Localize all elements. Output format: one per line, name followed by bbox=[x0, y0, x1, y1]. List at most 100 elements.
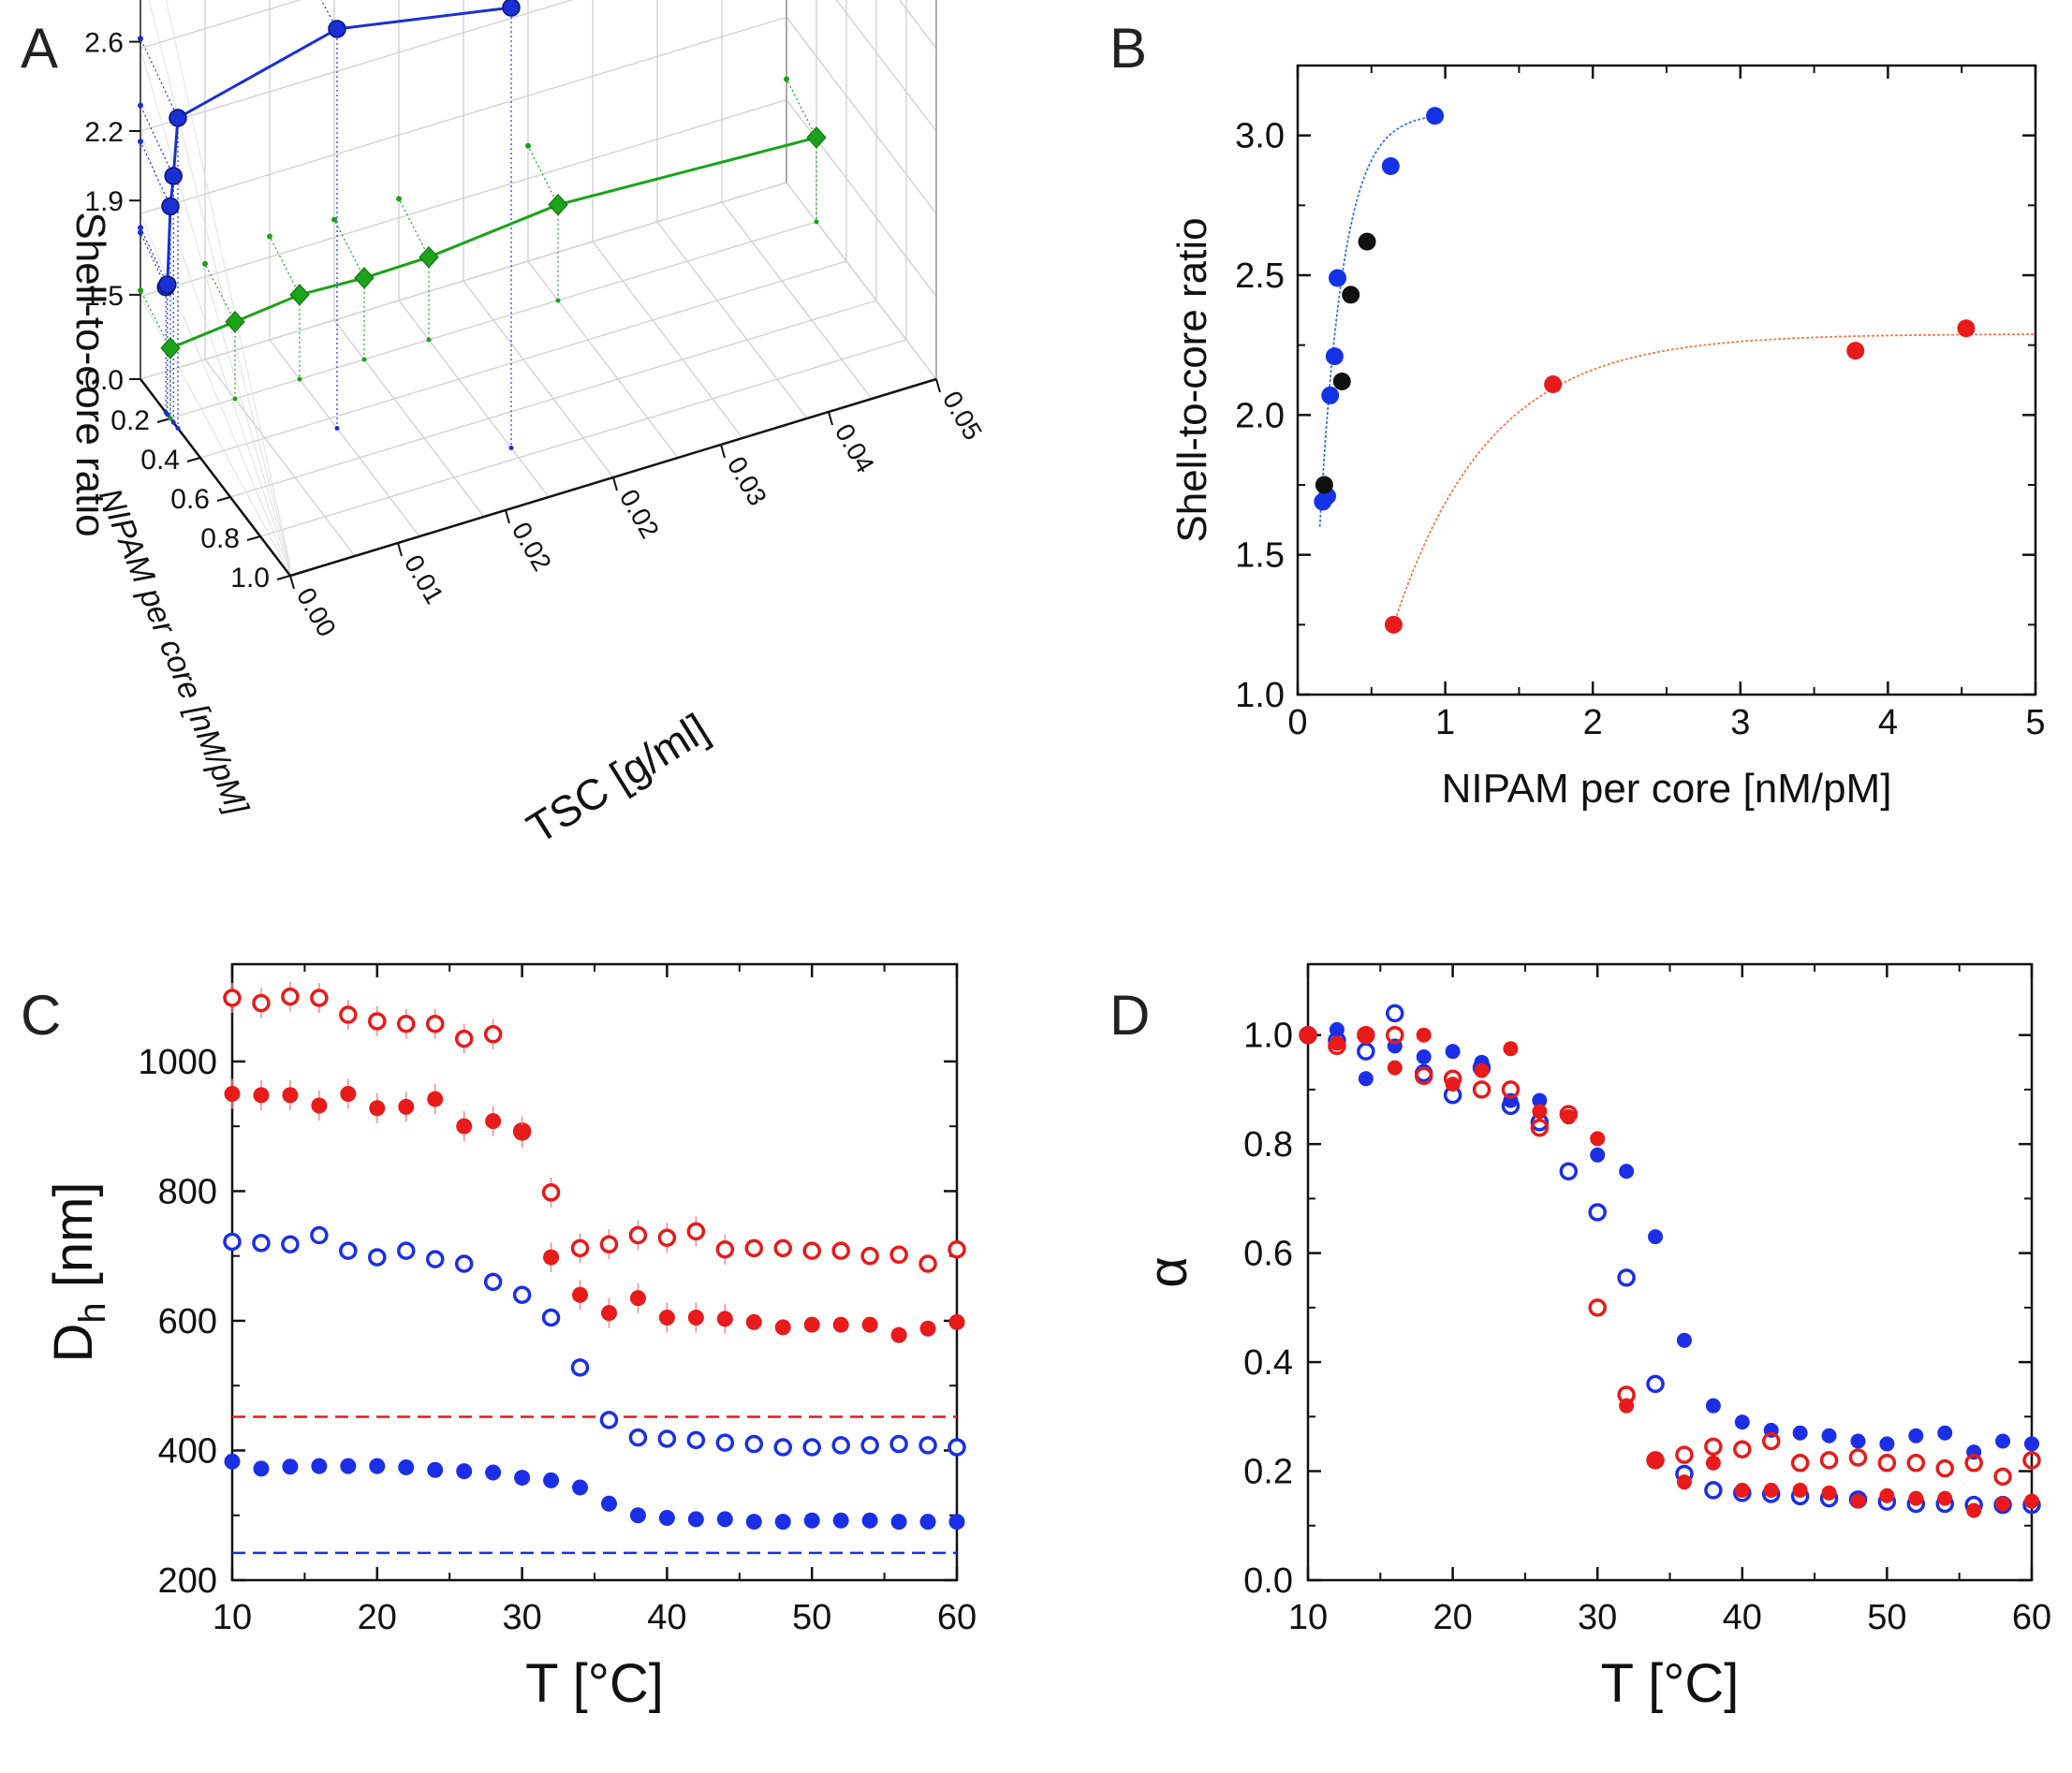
x-tick-label: 10 bbox=[213, 1598, 252, 1637]
panel-d-data bbox=[1299, 1004, 2041, 1518]
projection-wall-line bbox=[398, 198, 430, 257]
wall-projection-point bbox=[138, 36, 143, 42]
data-point-red-filled bbox=[1301, 1027, 1315, 1043]
wall-projection-point bbox=[784, 76, 789, 82]
data-point-red-filled bbox=[1648, 1452, 1664, 1468]
wall-projection-point bbox=[525, 142, 531, 149]
data-point-blue-filled bbox=[1445, 1044, 1461, 1060]
floor-projection-point bbox=[508, 446, 514, 450]
projection-wall-line bbox=[204, 263, 236, 322]
data-point-red-open bbox=[860, 1246, 879, 1266]
data-point-blue bbox=[164, 167, 183, 185]
panel-b-chart: 0 1 2 3 4 5 1.0 1.5 2.0 2.5 3.0 NIPAM per core [nM… bbox=[1169, 64, 2046, 812]
x-tick bbox=[612, 476, 618, 491]
data-point-red-open bbox=[1559, 1105, 1579, 1123]
data-point-blue-filled bbox=[1532, 1092, 1548, 1108]
data-point-red-filled bbox=[1676, 1474, 1692, 1490]
projection-wall-line bbox=[320, 0, 338, 30]
data-point-red-open bbox=[310, 989, 329, 1007]
data-point-blue-filled bbox=[1705, 1398, 1721, 1414]
x-tick-label: 0 bbox=[1287, 703, 1307, 742]
data-point-blue-filled bbox=[1937, 1425, 1953, 1441]
data-point-green bbox=[354, 267, 375, 289]
data-point-blue-open bbox=[686, 1430, 706, 1450]
data-point-red-open bbox=[454, 1029, 474, 1048]
data-point-blue-open bbox=[1617, 1268, 1636, 1287]
x-tick-label: 0.04 bbox=[830, 419, 880, 478]
data-point-blue-filled bbox=[919, 1514, 936, 1531]
z-tick-label: 0.0 bbox=[84, 365, 124, 396]
data-point-blue-filled bbox=[398, 1458, 415, 1475]
floor-projection-point bbox=[426, 337, 432, 343]
data-point-blue-filled bbox=[427, 1461, 444, 1478]
panel-c-ylabel-sub: h bbox=[72, 1302, 113, 1323]
y-tick-label: 200 bbox=[158, 1561, 217, 1601]
data-point-red-open bbox=[918, 1254, 937, 1273]
back-wall-grid-line bbox=[140, 16, 787, 215]
wall-projection-point bbox=[138, 229, 143, 236]
y-tick-label: 2.0 bbox=[1235, 396, 1285, 435]
data-point-red-filled bbox=[1966, 1502, 1982, 1518]
data-point-red-open bbox=[483, 1025, 503, 1044]
left-wall-grid-line bbox=[165, 0, 291, 566]
data-point-red-filled bbox=[716, 1311, 733, 1327]
floor-grid-line bbox=[199, 260, 847, 459]
data-point-red-open bbox=[1819, 1451, 1839, 1470]
data-point-red-open bbox=[223, 989, 242, 1007]
data-point-red-open bbox=[628, 1225, 648, 1245]
panel-c-ticks: 10 20 30 40 50 60 200 400 600 800 1000 bbox=[138, 964, 977, 1637]
data-point-blue-filled bbox=[1879, 1436, 1895, 1452]
data-point-blue-filled bbox=[543, 1472, 560, 1488]
projection-wall-line bbox=[786, 79, 817, 139]
data-point-red-open bbox=[2022, 1451, 2041, 1470]
y-tick-label: 1.0 bbox=[1243, 1017, 1293, 1056]
y-tick bbox=[216, 496, 231, 502]
panel-b-xlabel: NIPAM per core [nM/pM] bbox=[1442, 766, 1892, 812]
data-point-red-filled bbox=[687, 1309, 704, 1326]
x-tick bbox=[828, 411, 833, 426]
panel-b-frame bbox=[1296, 64, 2037, 696]
floor-grid-line bbox=[656, 221, 808, 419]
data-point-red-filled bbox=[658, 1309, 675, 1326]
data-point-green bbox=[419, 245, 439, 269]
y-tick-label: 1.5 bbox=[1235, 536, 1285, 576]
data-point-red-open bbox=[397, 1014, 416, 1033]
data-point-blue-open bbox=[628, 1428, 648, 1447]
data-point-green bbox=[806, 126, 827, 149]
data-point-red-filled bbox=[340, 1086, 357, 1103]
data-point-red-filled bbox=[774, 1319, 791, 1336]
panel-a-zlabel: Shell-to-core ratio bbox=[67, 212, 113, 536]
data-point-red-filled bbox=[1734, 1482, 1750, 1498]
data-point-blue-filled bbox=[716, 1511, 733, 1528]
floor-grid-line bbox=[333, 319, 485, 518]
data-point-blue-open bbox=[512, 1285, 532, 1304]
data-point-blue bbox=[1426, 107, 1445, 125]
data-point-red-open bbox=[1935, 1458, 1954, 1478]
data-point-blue bbox=[1325, 347, 1344, 366]
y-tick-label: 400 bbox=[158, 1431, 217, 1471]
data-point-red-filled bbox=[282, 1087, 299, 1104]
data-point-red-filled bbox=[1995, 1496, 2011, 1512]
floor-projection-point bbox=[555, 298, 561, 303]
x-tick-label: 40 bbox=[647, 1598, 686, 1637]
y-tick-label: 0.8 bbox=[200, 523, 240, 554]
data-point-red-filled bbox=[224, 1086, 241, 1103]
data-point-red-filled bbox=[745, 1313, 762, 1330]
panel-c-ylabel-main: D bbox=[43, 1324, 104, 1363]
fit-curve bbox=[1318, 115, 1438, 527]
data-point-blue-open bbox=[223, 1232, 242, 1252]
floor-grid-line bbox=[204, 359, 356, 557]
data-point-red-filled bbox=[600, 1305, 617, 1322]
data-point-blue-open bbox=[1386, 1004, 1404, 1023]
data-point-red-filled bbox=[1590, 1131, 1606, 1147]
data-point-green bbox=[225, 310, 245, 333]
x-tick-label: 60 bbox=[2012, 1598, 2051, 1637]
data-point-red-open bbox=[1848, 1448, 1868, 1467]
x-tick-label: 5 bbox=[2025, 703, 2045, 742]
panel-a-3d-chart: 3.02.62.21.91.50.00.20.40.60.81.00.000.0… bbox=[67, 0, 988, 853]
y-tick-label: 0.8 bbox=[1243, 1125, 1293, 1165]
data-point-red-open bbox=[1530, 1118, 1550, 1137]
data-point-red bbox=[1846, 342, 1865, 360]
data-point-black bbox=[1342, 286, 1360, 304]
panel-d-xlabel: T [°C] bbox=[1601, 1653, 1740, 1714]
